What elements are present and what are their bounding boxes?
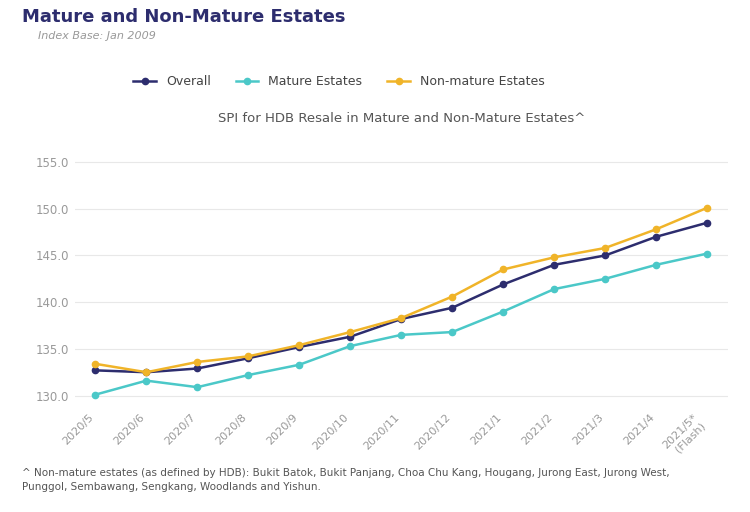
Line: Non-mature Estates: Non-mature Estates bbox=[92, 205, 710, 375]
Mature Estates bbox=[448, 329, 457, 335]
Non-mature Estates bbox=[193, 359, 202, 365]
Text: ^ Non-mature estates (as defined by HDB): Bukit Batok, Bukit Panjang, Choa Chu K: ^ Non-mature estates (as defined by HDB)… bbox=[22, 467, 670, 492]
Mature Estates bbox=[652, 262, 661, 268]
Line: Mature Estates: Mature Estates bbox=[92, 250, 710, 398]
Text: SPI for HDB Resale in Mature and Non-Mature Estates^: SPI for HDB Resale in Mature and Non-Mat… bbox=[217, 113, 585, 125]
Overall bbox=[703, 220, 712, 226]
Line: Overall: Overall bbox=[92, 220, 710, 375]
Overall bbox=[499, 282, 508, 288]
Text: Mature and Non-Mature Estates: Mature and Non-Mature Estates bbox=[22, 8, 346, 26]
Mature Estates bbox=[397, 332, 406, 338]
Mature Estates bbox=[295, 361, 304, 368]
Non-mature Estates bbox=[448, 293, 457, 300]
Mature Estates bbox=[499, 308, 508, 314]
Overall bbox=[652, 233, 661, 240]
Overall bbox=[295, 344, 304, 350]
Non-mature Estates bbox=[244, 353, 253, 359]
Non-mature Estates bbox=[499, 266, 508, 272]
Overall bbox=[91, 367, 100, 373]
Non-mature Estates bbox=[295, 342, 304, 348]
Mature Estates bbox=[550, 286, 559, 292]
Mature Estates bbox=[244, 372, 253, 378]
Non-mature Estates bbox=[142, 369, 151, 375]
Overall bbox=[346, 334, 355, 340]
Overall bbox=[142, 369, 151, 375]
Mature Estates bbox=[703, 250, 712, 257]
Non-mature Estates bbox=[703, 205, 712, 211]
Text: Index Base: Jan 2009: Index Base: Jan 2009 bbox=[38, 31, 155, 41]
Legend: Overall, Mature Estates, Non-mature Estates: Overall, Mature Estates, Non-mature Esta… bbox=[134, 75, 544, 88]
Non-mature Estates bbox=[91, 361, 100, 367]
Overall bbox=[448, 305, 457, 311]
Non-mature Estates bbox=[397, 315, 406, 321]
Non-mature Estates bbox=[601, 245, 610, 251]
Mature Estates bbox=[142, 377, 151, 383]
Overall bbox=[397, 316, 406, 322]
Overall bbox=[601, 252, 610, 259]
Mature Estates bbox=[91, 392, 100, 398]
Mature Estates bbox=[346, 343, 355, 349]
Mature Estates bbox=[601, 276, 610, 282]
Overall bbox=[193, 366, 202, 372]
Non-mature Estates bbox=[652, 226, 661, 232]
Overall bbox=[550, 262, 559, 268]
Mature Estates bbox=[193, 384, 202, 390]
Overall bbox=[244, 355, 253, 361]
Non-mature Estates bbox=[346, 329, 355, 335]
Non-mature Estates bbox=[550, 254, 559, 261]
